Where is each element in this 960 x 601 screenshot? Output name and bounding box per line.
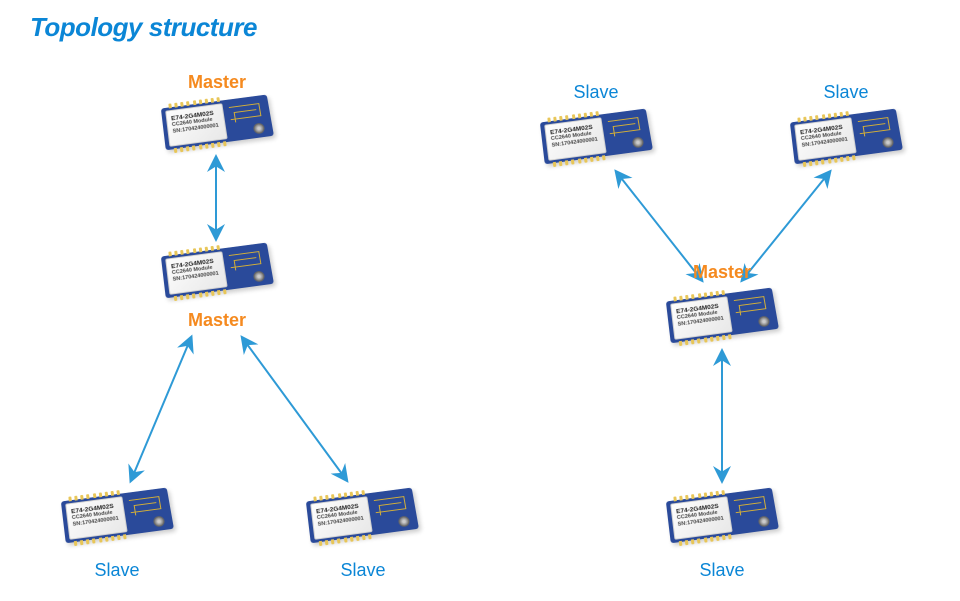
slave-label: Slave — [94, 560, 139, 581]
page-title: Topology structure — [30, 12, 257, 43]
rf-module: E74-2G4M02SCC2640 ModuleSN:170424000001 — [157, 240, 277, 300]
slave-label: Slave — [823, 82, 868, 103]
rf-module: E74-2G4M02SCC2640 ModuleSN:170424000001 — [57, 485, 177, 545]
slave-label: Slave — [340, 560, 385, 581]
rf-module: E74-2G4M02SCC2640 ModuleSN:170424000001 — [157, 92, 277, 152]
rf-module: E74-2G4M02SCC2640 ModuleSN:170424000001 — [662, 485, 782, 545]
connection-arrow — [244, 340, 345, 478]
rf-module: E74-2G4M02SCC2640 ModuleSN:170424000001 — [662, 285, 782, 345]
rf-module: E74-2G4M02SCC2640 ModuleSN:170424000001 — [786, 106, 906, 166]
master-label: Master — [188, 72, 246, 93]
slave-label: Slave — [699, 560, 744, 581]
rf-module: E74-2G4M02SCC2640 ModuleSN:170424000001 — [302, 485, 422, 545]
master-label: Master — [188, 310, 246, 331]
connection-arrow — [744, 174, 828, 278]
master-label: Master — [693, 262, 751, 283]
rf-module: E74-2G4M02SCC2640 ModuleSN:170424000001 — [536, 106, 656, 166]
connection-arrow — [132, 340, 190, 478]
connection-arrow — [618, 174, 700, 278]
slave-label: Slave — [573, 82, 618, 103]
